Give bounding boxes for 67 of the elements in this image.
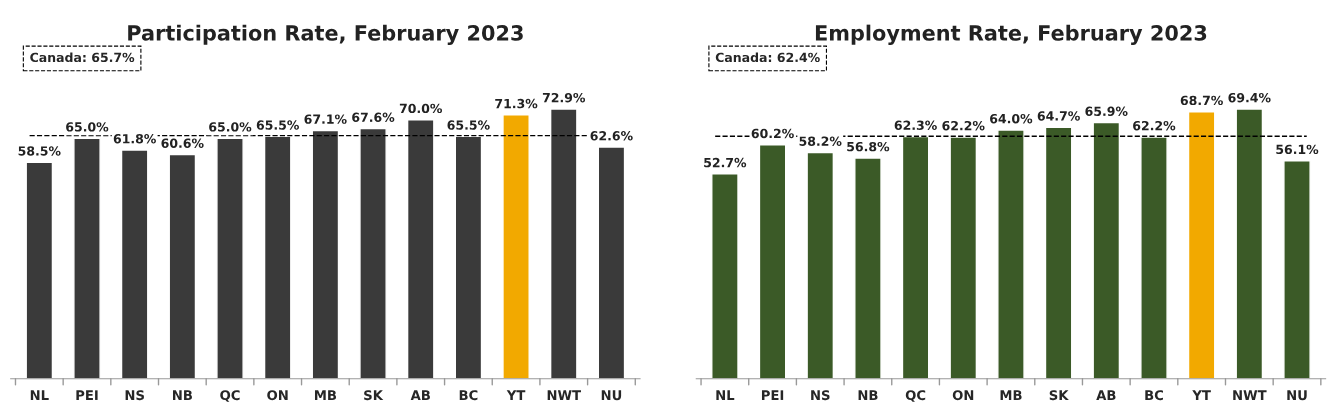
ref-line-label: Canada: 62.4%: [715, 52, 820, 63]
x-tick-label: BC: [1145, 390, 1163, 401]
x-tick-label: SK: [364, 390, 384, 401]
data-label: 56.8%: [847, 141, 890, 152]
data-label: 70.0%: [399, 103, 443, 114]
x-tick-label: YT: [1192, 390, 1211, 400]
x-tick-label: SK: [1049, 390, 1069, 401]
data-label: 65.5%: [447, 120, 490, 130]
data-label: 65.9%: [1085, 106, 1128, 116]
data-label: 61.8%: [113, 134, 156, 144]
x-tick-label: QC: [905, 390, 926, 402]
data-label: 60.6%: [161, 138, 204, 148]
data-label: 56.1%: [1276, 144, 1319, 155]
data-label: 65.5%: [256, 120, 299, 130]
bar: [502, 114, 530, 379]
x-tick-label: QC: [220, 390, 240, 402]
data-label: 65.0%: [209, 122, 252, 132]
bar: [806, 151, 835, 379]
bar: [406, 119, 435, 379]
x-tick-label: MB: [1000, 390, 1022, 400]
chart-title: Employment Rate, February 2023: [815, 24, 1207, 45]
bar: [597, 146, 626, 379]
x-tick-label: PEI: [761, 390, 784, 400]
data-label: 62.3%: [894, 120, 937, 130]
data-label: 62.2%: [942, 120, 985, 131]
x-tick-label: NU: [1287, 390, 1307, 401]
data-label: 62.2%: [1133, 120, 1176, 131]
x-tick-label: NWT: [547, 390, 581, 400]
x-tick-label: AB: [410, 390, 430, 400]
data-label: 67.6%: [352, 112, 395, 122]
data-label: 67.1%: [304, 114, 347, 124]
x-tick-label: ON: [267, 390, 288, 401]
data-label: 72.9%: [542, 92, 586, 103]
data-label: 65.0%: [66, 122, 109, 132]
bar: [1187, 110, 1216, 379]
x-tick-label: NWT: [1233, 390, 1267, 400]
bar: [1283, 159, 1311, 379]
bar: [758, 144, 787, 379]
x-tick-label: MB: [315, 390, 337, 400]
x-tick-label: AB: [1096, 390, 1116, 400]
bar: [120, 149, 149, 379]
x-tick-label: NB: [173, 390, 192, 400]
x-tick-label: YT: [506, 390, 526, 400]
data-label: 58.2%: [799, 136, 842, 146]
x-tick-label: NS: [811, 390, 830, 401]
x-tick-label: BC: [459, 390, 478, 401]
bar: [711, 173, 739, 379]
x-tick-label: NB: [858, 390, 878, 400]
bar: [216, 137, 244, 379]
data-label: 60.2%: [751, 128, 794, 139]
x-tick-label: NU: [601, 390, 622, 401]
data-label: 64.7%: [1037, 111, 1080, 121]
data-label: 58.5%: [18, 146, 61, 156]
data-label: 62.6%: [590, 131, 633, 141]
data-label: 64.0%: [990, 113, 1033, 124]
data-label: 71.3%: [495, 98, 538, 109]
x-tick-label: ON: [952, 390, 974, 401]
data-label: 69.4%: [1228, 92, 1271, 103]
x-tick-label: PEI: [76, 390, 98, 400]
ref-line-label: Canada: 65.7%: [30, 52, 135, 63]
x-tick-label: NS: [125, 390, 144, 401]
x-tick-label: NL: [30, 390, 49, 400]
data-label: 52.7%: [704, 157, 747, 168]
x-tick-label: NL: [716, 390, 735, 400]
chart-title: Participation Rate, February 2023: [128, 24, 523, 45]
data-label: 68.7%: [1180, 95, 1223, 106]
bar: [73, 137, 101, 379]
